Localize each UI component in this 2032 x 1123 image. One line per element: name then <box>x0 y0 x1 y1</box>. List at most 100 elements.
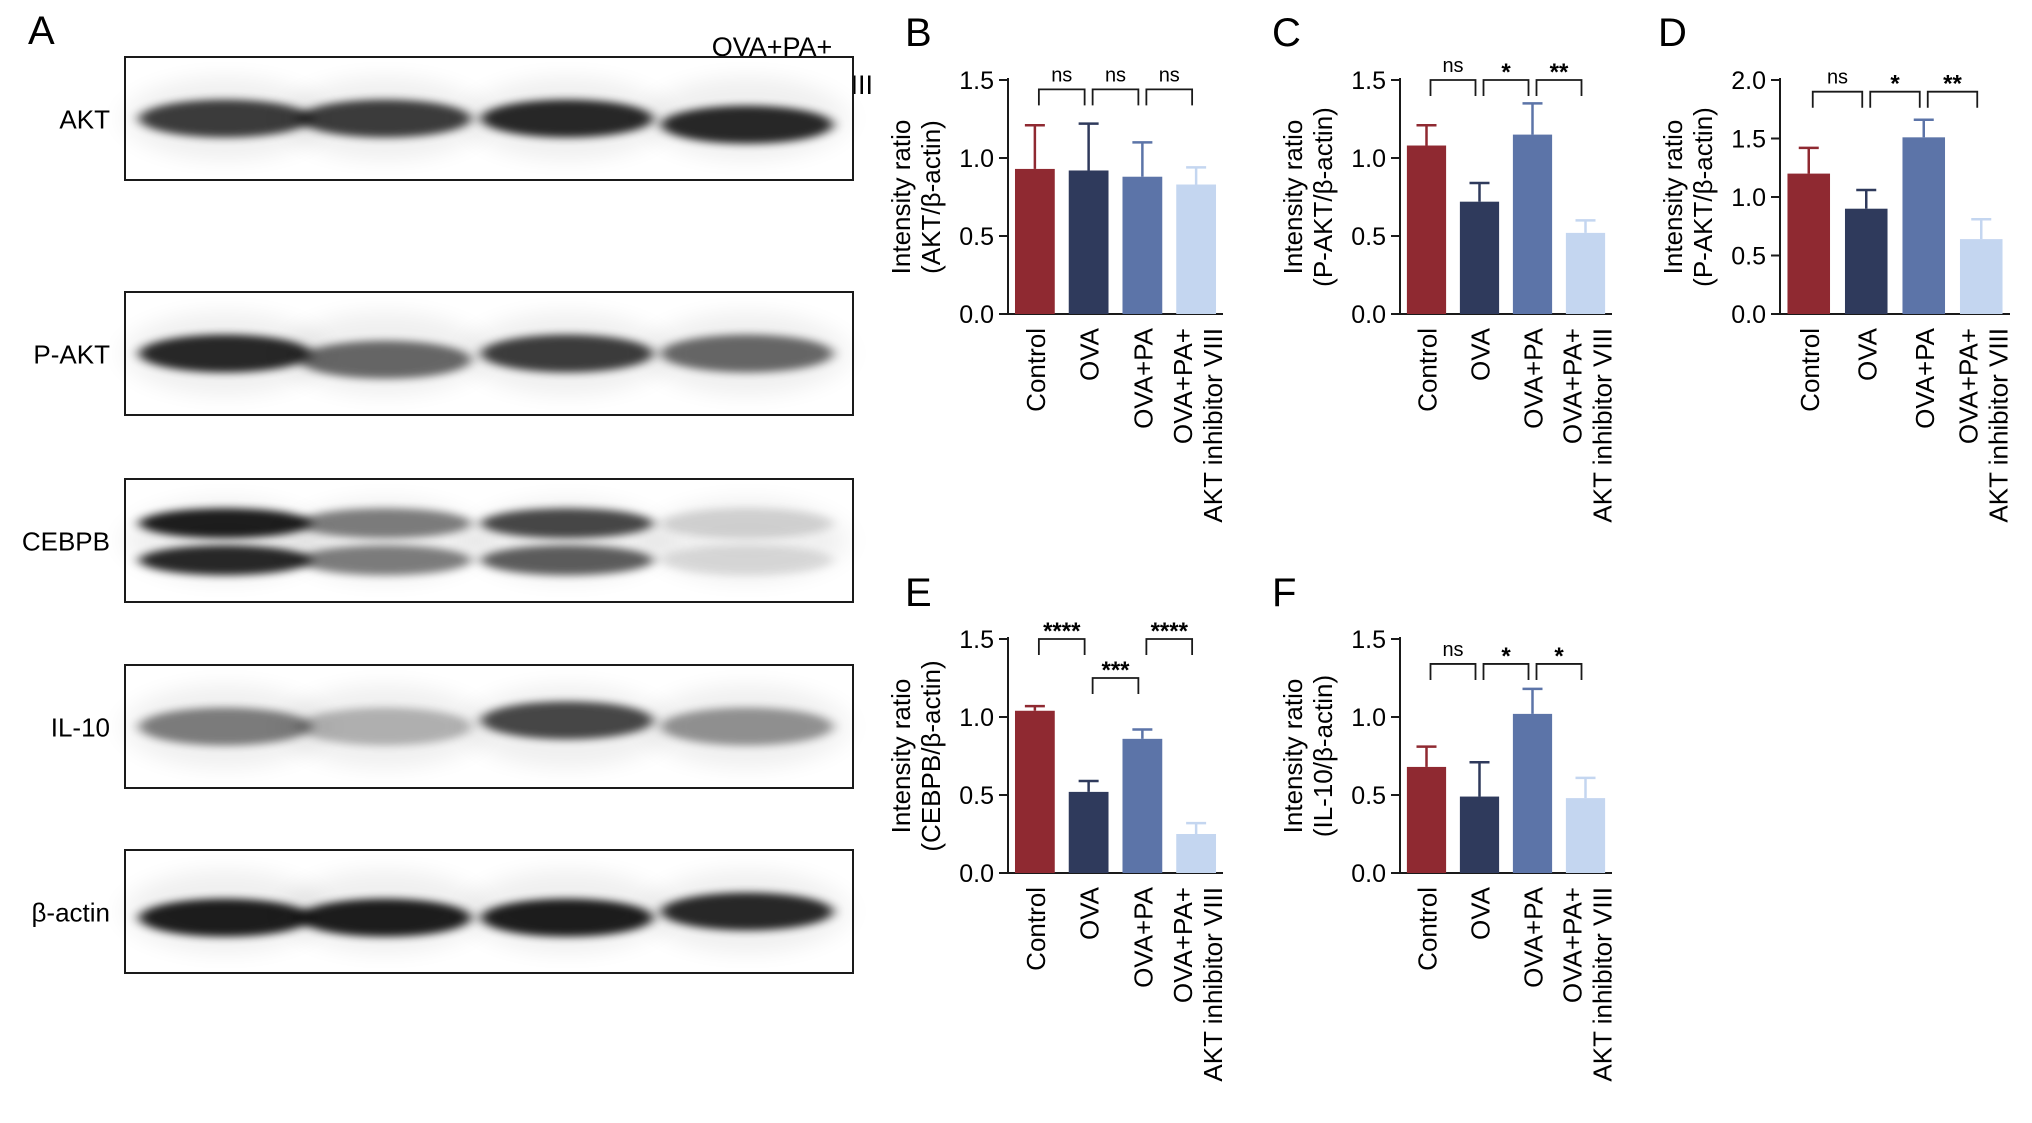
significance-label: *** <box>1101 657 1130 684</box>
significance-bracket <box>1091 88 1140 106</box>
bar <box>1902 137 1946 314</box>
significance-label: ns <box>1105 64 1126 86</box>
significance-label: * <box>1501 643 1511 670</box>
bar <box>1068 170 1109 314</box>
bar <box>1014 710 1055 873</box>
panel-letter-E: E <box>905 571 932 615</box>
significance-label: ns <box>1827 67 1848 89</box>
y-tick-label: 0.5 <box>1351 782 1386 810</box>
y-tick-label: 1.5 <box>959 67 994 95</box>
x-tick-label: Control <box>1021 887 1051 971</box>
blot-band <box>139 707 311 746</box>
bar <box>1844 208 1888 314</box>
significance-label: * <box>1890 71 1900 98</box>
y-tick-label: 0.5 <box>959 223 994 251</box>
blot-band <box>661 334 833 373</box>
significance-bracket <box>1535 79 1583 96</box>
panel-letter-D: D <box>1658 11 1687 55</box>
significance-bracket <box>1811 90 1864 108</box>
x-tick-label: OVA <box>1466 886 1496 940</box>
blot-band <box>661 707 833 746</box>
x-tick-label: OVA+PA+AKT inhibitor VIII <box>1558 887 1618 1082</box>
blot-row-label: IL-10 <box>51 713 110 743</box>
blot-frame <box>124 664 854 789</box>
y-tick-label: 0.5 <box>959 782 994 810</box>
bar <box>1565 232 1606 314</box>
y-axis-label: Intensity ratio(AKT/β-actin) <box>886 120 946 275</box>
x-tick-label: Control <box>1021 328 1051 412</box>
y-tick-label: 1.5 <box>1351 626 1386 654</box>
blot-band <box>661 892 833 931</box>
bar <box>1565 798 1606 873</box>
y-tick-label: 1.0 <box>959 704 994 732</box>
y-tick-label: 1.0 <box>1351 145 1386 173</box>
chart-C: C 0.0 0.5 1.0 1.5 Intensity ratio(P-AKT/β-act… <box>1272 11 1618 523</box>
y-tick-label: 1.5 <box>1731 126 1766 154</box>
chart-F: F 0.0 0.5 1.0 1.5 Intensity ratio(IL-10/β-act… <box>1272 571 1618 1082</box>
x-tick-label: OVA <box>1075 327 1105 381</box>
significance-bracket <box>1037 638 1086 655</box>
y-tick-label: 0.0 <box>959 860 994 888</box>
x-tick-label: Control <box>1413 328 1443 412</box>
blot-band <box>299 898 471 937</box>
y-tick-label: 1.5 <box>959 626 994 654</box>
significance-label: ns <box>1051 64 1072 86</box>
blot-band <box>481 898 653 937</box>
x-tick-label: OVA+PA <box>1910 327 1940 429</box>
significance-bracket <box>1037 88 1086 106</box>
blot-band <box>481 334 653 373</box>
x-tick-label: OVA+PA+AKT inhibitor VIII <box>1558 328 1618 523</box>
y-axis-label: Intensity ratio(P-AKT/β-actin) <box>1278 107 1338 287</box>
bar <box>1459 796 1500 873</box>
bar-charts: B 0.0 0.5 1.0 1.5 Intensity ratio(AKT/β-actin… <box>886 11 2013 1082</box>
blot-frame <box>124 291 854 416</box>
x-tick-label: OVA <box>1466 327 1496 381</box>
blot-band <box>299 508 471 539</box>
y-tick-label: 0.0 <box>1351 860 1386 888</box>
x-tick-label: OVA <box>1075 886 1105 940</box>
bar <box>1122 176 1163 314</box>
bar <box>1122 738 1163 873</box>
y-axis-label: Intensity ratio(P-AKT/β-actin) <box>1658 107 1718 287</box>
blot-row-label: AKT <box>59 105 110 135</box>
blot-frame <box>124 478 854 603</box>
significance-label: ns <box>1159 64 1180 86</box>
blot-band <box>139 508 311 539</box>
panel-letter-B: B <box>905 11 932 55</box>
blot-band <box>299 340 471 379</box>
significance-bracket <box>1145 88 1194 106</box>
x-tick-label: OVA+PA <box>1519 886 1549 988</box>
y-tick-label: 1.5 <box>1351 67 1386 95</box>
blot-band <box>481 508 653 539</box>
y-tick-label: 0.0 <box>1731 301 1766 329</box>
blot-band <box>661 545 833 576</box>
y-tick-label: 0.5 <box>1351 223 1386 251</box>
bar <box>1512 134 1553 314</box>
bar <box>1176 184 1217 314</box>
significance-label: * <box>1501 59 1511 86</box>
x-tick-label: OVA+PA <box>1519 327 1549 429</box>
y-tick-label: 0.0 <box>1351 301 1386 329</box>
x-tick-label: OVA <box>1852 327 1882 381</box>
blot-band <box>299 99 471 138</box>
y-tick-label: 0.0 <box>959 301 994 329</box>
y-axis-label: Intensity ratio(IL-10/β-actin) <box>1278 675 1338 837</box>
blot-band <box>139 898 311 937</box>
blot-band <box>139 545 311 576</box>
panel-letter-C: C <box>1272 11 1301 55</box>
significance-bracket <box>1869 90 1921 108</box>
blot-band <box>481 99 653 138</box>
bar <box>1068 791 1109 873</box>
y-tick-label: 2.0 <box>1731 67 1766 95</box>
chart-D: D 0.0 0.5 1.0 1.5 2.0 Intensity ratio(P-AKT/β-… <box>1658 11 2013 523</box>
significance-bracket <box>1482 79 1530 96</box>
blot-row-label: β-actin <box>31 898 110 928</box>
significance-label: ** <box>1550 59 1569 86</box>
blot-band <box>299 545 471 576</box>
y-tick-label: 1.0 <box>959 145 994 173</box>
x-tick-label: Control <box>1413 887 1443 971</box>
blot-band <box>661 105 833 144</box>
significance-label: * <box>1554 643 1564 670</box>
x-tick-label: OVA+PA <box>1128 327 1158 429</box>
